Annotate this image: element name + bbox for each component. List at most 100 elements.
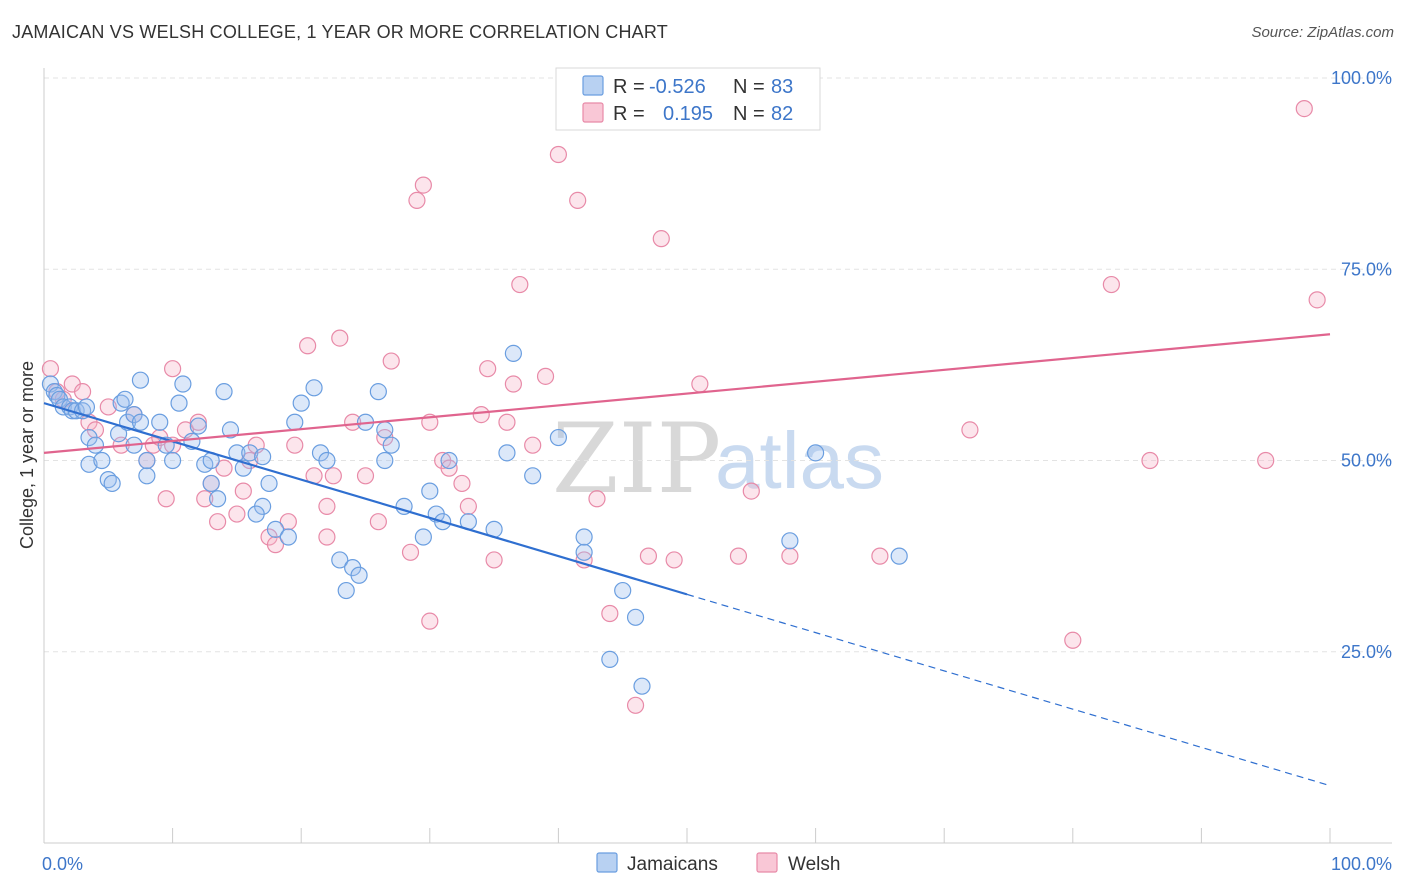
welsh-point-65 <box>691 375 709 393</box>
y-tick-label-75: 75.0% <box>1341 259 1392 279</box>
jamaican-point-58 <box>376 451 394 470</box>
welsh-point-74 <box>1141 451 1159 470</box>
jamaican-point-61 <box>414 528 432 546</box>
legend-n-label-jamaicans: N = <box>733 76 765 98</box>
jamaican-point-62 <box>421 482 439 500</box>
welsh-point-18 <box>209 513 227 531</box>
jamaican-points <box>41 344 908 695</box>
jamaican-point-73 <box>626 608 645 626</box>
welsh-point-26 <box>279 513 297 531</box>
welsh-point-19 <box>215 459 233 477</box>
legend-n-value-welsh: 82 <box>771 103 793 125</box>
welsh-point-52 <box>524 436 542 454</box>
bottom-legend-swatch-welsh <box>756 852 778 873</box>
welsh-point-68 <box>742 482 760 500</box>
welsh-point-54 <box>549 145 568 164</box>
welsh-point-32 <box>331 329 349 347</box>
welsh-point-51 <box>511 275 529 294</box>
welsh-point-37 <box>382 352 400 370</box>
jamaican-point-24 <box>138 467 156 485</box>
y-tick-labels: 25.0% 50.0% 75.0% 100.0% <box>1331 68 1392 662</box>
jamaicans-trend-extension <box>686 593 1331 787</box>
welsh-point-21 <box>234 482 252 500</box>
jamaican-point-26 <box>151 413 169 431</box>
jamaican-point-56 <box>369 383 387 401</box>
welsh-point-39 <box>408 191 426 209</box>
welsh-point-61 <box>639 547 658 565</box>
jamaican-point-76 <box>549 428 568 447</box>
chart-title: JAMAICAN VS WELSH COLLEGE, 1 YEAR OR MOR… <box>12 22 668 42</box>
jamaican-point-81 <box>247 505 265 523</box>
welsh-point-60 <box>626 696 645 714</box>
welsh-point-76 <box>1308 291 1326 309</box>
jamaican-point-65 <box>440 451 458 470</box>
jamaican-point-50 <box>318 451 336 470</box>
welsh-point-80 <box>318 528 336 546</box>
jamaican-point-17 <box>116 390 134 408</box>
welsh-point-38 <box>401 543 420 561</box>
jamaican-point-36 <box>209 490 227 508</box>
welsh-point-57 <box>588 490 606 508</box>
jamaican-point-34 <box>202 474 220 493</box>
watermark-zip: ZIP <box>552 403 721 515</box>
legend-r-label-jamaicans: R = <box>613 76 645 98</box>
series-legend: Jamaicans Welsh <box>596 852 840 875</box>
welsh-point-67 <box>729 547 748 565</box>
axes <box>43 68 1392 844</box>
legend-n-label-welsh: N = <box>733 103 765 125</box>
welsh-point-71 <box>961 421 979 439</box>
welsh-point-47 <box>479 360 497 378</box>
x-tick-label-100: 100.0% <box>1331 854 1392 874</box>
y-tick-label-50: 50.0% <box>1341 451 1392 471</box>
jamaican-point-70 <box>575 543 593 561</box>
jamaican-point-68 <box>498 444 516 462</box>
welsh-point-69 <box>781 547 799 565</box>
jamaican-point-75 <box>524 467 542 485</box>
jamaican-point-13 <box>93 451 111 470</box>
welsh-point-55 <box>569 191 587 209</box>
y-tick-label-25: 25.0% <box>1341 642 1392 662</box>
welsh-point-75 <box>1257 451 1275 470</box>
legend-r-label-welsh: R = <box>613 103 645 125</box>
jamaican-point-22 <box>131 413 150 431</box>
gridlines <box>44 77 1392 653</box>
bottom-legend-label-jamaicans: Jamaicans <box>627 854 718 875</box>
welsh-point-46 <box>472 406 490 424</box>
welsh-point-28 <box>299 337 317 355</box>
source-label: Source: ZipAtlas.com <box>1251 24 1394 41</box>
welsh-point-30 <box>318 497 336 515</box>
welsh-trend-line <box>43 333 1331 454</box>
welsh-point-45 <box>459 497 477 515</box>
welsh-point-4 <box>73 383 92 401</box>
jamaican-point-41 <box>241 444 259 462</box>
jamaican-point-48 <box>305 379 323 397</box>
jamaican-point-45 <box>266 520 285 538</box>
welsh-point-62 <box>652 230 670 248</box>
bottom-legend-label-welsh: Welsh <box>788 854 840 875</box>
jamaican-point-42 <box>254 448 272 466</box>
jamaican-point-77 <box>575 528 593 546</box>
welsh-points <box>41 69 1326 714</box>
jamaican-point-69 <box>504 344 522 362</box>
welsh-point-58 <box>601 604 619 623</box>
jamaican-point-32 <box>189 417 207 435</box>
jamaicans-trend-line <box>43 402 688 596</box>
jamaican-point-47 <box>292 394 310 412</box>
jamaican-point-30 <box>174 375 192 393</box>
jamaican-point-52 <box>337 581 355 600</box>
bottom-legend-swatch-jamaicans <box>596 852 618 873</box>
jamaican-point-51 <box>331 551 349 569</box>
welsh-point-50 <box>504 375 522 393</box>
welsh-point-35 <box>369 513 387 531</box>
welsh-point-41 <box>421 612 439 630</box>
jamaican-point-38 <box>221 421 240 439</box>
welsh-point-77 <box>1295 99 1313 118</box>
jamaican-point-28 <box>164 451 182 470</box>
jamaican-point-71 <box>601 650 619 669</box>
legend-swatch-welsh <box>582 102 604 123</box>
welsh-point-73 <box>1102 275 1120 294</box>
welsh-point-34 <box>356 467 375 485</box>
welsh-point-20 <box>228 505 246 523</box>
jamaican-point-25 <box>138 451 156 470</box>
